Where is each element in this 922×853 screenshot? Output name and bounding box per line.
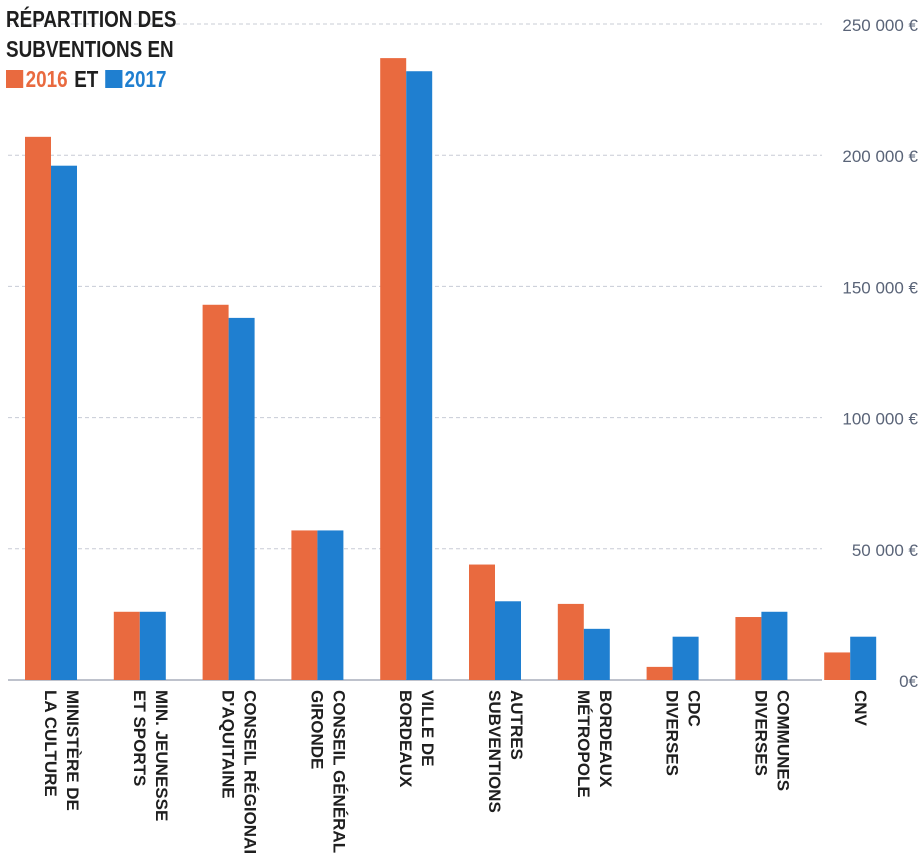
bar-2016-9 xyxy=(824,652,851,680)
y-tick-label: 250 000 € xyxy=(842,16,918,35)
category-label: LA CULTURE xyxy=(41,690,60,797)
legend-swatch-2016 xyxy=(6,70,24,88)
category-label: GIRONDE xyxy=(307,690,326,769)
y-tick-label: 0€ xyxy=(899,672,918,691)
bar-2017-6 xyxy=(583,628,610,680)
bar-2016-8 xyxy=(735,617,762,680)
bar-2017-5 xyxy=(495,601,521,680)
category-label: MINISTÈRE DE xyxy=(63,690,82,811)
title-line-2: SUBVENTIONS EN xyxy=(6,36,174,62)
bar-2016-7 xyxy=(646,666,673,680)
category-label: VILLE DE xyxy=(418,690,437,767)
bar-2016-2 xyxy=(202,304,229,680)
bar-2016-4 xyxy=(380,58,407,680)
bar-2017-2 xyxy=(228,317,255,680)
y-tick-label: 200 000 € xyxy=(842,147,918,166)
bar-2016-1 xyxy=(113,611,140,680)
y-tick-label: 50 000 € xyxy=(852,541,919,560)
category-label: DIVERSES xyxy=(751,690,770,776)
category-label: DIVERSES xyxy=(663,690,682,776)
bar-2017-8 xyxy=(761,611,788,680)
chart-title: RÉPARTITION DES SUBVENTIONS EN xyxy=(6,4,176,64)
y-tick-label: 150 000 € xyxy=(842,278,918,297)
category-label: ET SPORTS xyxy=(130,690,149,786)
category-label: CDC xyxy=(685,690,704,727)
bar-2016-5 xyxy=(469,564,495,680)
bar-2017-1 xyxy=(139,611,166,680)
category-label: D'AQUITAINE xyxy=(219,690,238,799)
bar-2016-6 xyxy=(557,603,584,680)
category-label: CONSEIL GÉNÉRAL xyxy=(329,690,348,853)
bar-2017-3 xyxy=(317,530,344,680)
category-label: MÉTROPOLE xyxy=(574,690,593,798)
category-label: CONSEIL RÉGIONAL xyxy=(241,690,260,853)
bar-2017-7 xyxy=(672,636,699,680)
category-label: BORDEAUX xyxy=(396,690,415,788)
bar-2017-0 xyxy=(51,165,77,681)
title-line-1: RÉPARTITION DES xyxy=(6,6,177,32)
bar-2016-0 xyxy=(25,136,51,680)
bar-2017-4 xyxy=(406,71,433,681)
legend-swatch-2017 xyxy=(104,70,123,88)
legend-label-2017: 2017 xyxy=(124,65,167,92)
y-tick-label: 100 000 € xyxy=(842,410,918,429)
category-label: COMMUNES xyxy=(773,690,792,791)
category-label: AUTRES xyxy=(507,690,526,760)
bar-2016-3 xyxy=(291,530,318,680)
legend: 2016 ET 2017 xyxy=(6,64,167,94)
category-label: SUBVENTIONS xyxy=(485,690,504,813)
legend-label-2016: 2016 xyxy=(25,65,68,92)
category-label: MIN. JEUNESSE xyxy=(152,690,171,821)
category-label: CNV xyxy=(851,690,870,727)
category-label: BORDEAUX xyxy=(596,690,615,788)
legend-separator: ET xyxy=(74,65,99,92)
bar-2017-9 xyxy=(850,636,877,680)
